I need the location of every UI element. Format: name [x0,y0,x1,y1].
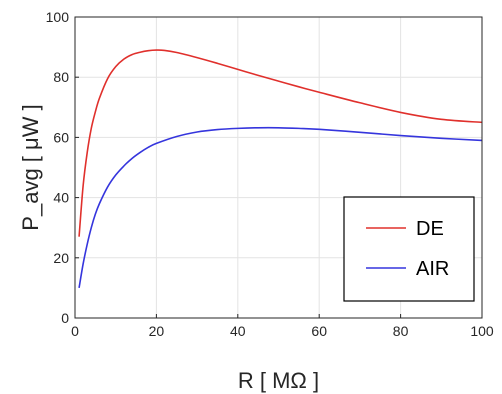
x-axis-label: R [ MΩ ] [238,368,319,393]
x-tick-label: 20 [149,323,165,339]
legend-label-de: DE [416,218,444,240]
y-tick-label: 20 [53,250,69,266]
y-tick-label: 100 [46,9,70,25]
series-layer [78,49,483,289]
legend-label-air: AIR [416,258,449,280]
y-axis-label: P_avg [ μW ] [18,104,43,230]
axis-ticks: 0 20 40 60 80 100 0 20 40 60 80 100 [46,9,494,339]
x-tick-label: 80 [393,323,409,339]
legend-box [343,196,475,302]
y-tick-label: 60 [53,129,69,145]
y-tick-label: 80 [53,69,69,85]
y-tick-label: 0 [61,310,69,326]
x-tick-label: 40 [230,323,246,339]
legend: DE AIR [343,196,475,302]
y-tick-label: 40 [53,190,69,206]
plot-border [74,16,483,319]
x-tick-label: 60 [311,323,327,339]
series-line-air [78,126,483,289]
x-tick-label: 100 [470,323,494,339]
series-line-de [78,49,483,237]
x-tick-label: 0 [71,323,79,339]
